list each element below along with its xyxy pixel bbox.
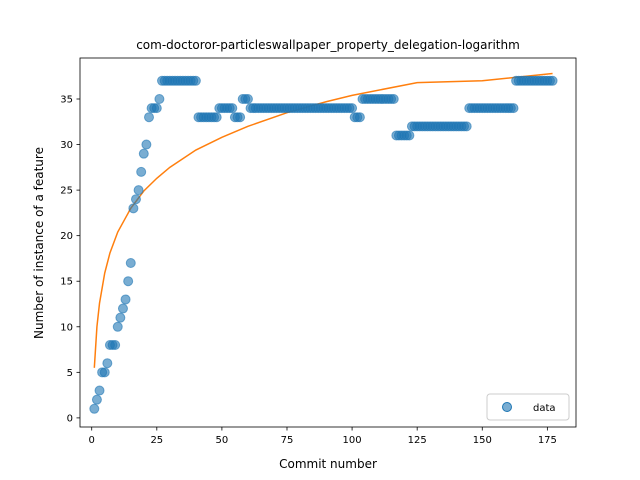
data-point [151, 103, 162, 114]
y-tick-label: 5 [67, 368, 73, 379]
data-point [154, 94, 165, 104]
data-point [112, 321, 123, 332]
data-point [110, 340, 121, 350]
x-tick-label: 0 [89, 435, 95, 446]
y-tick-label: 15 [60, 277, 73, 288]
data-point [347, 103, 358, 114]
x-tick-label: 75 [281, 435, 294, 446]
data-point [461, 121, 472, 132]
x-tick-label: 25 [150, 435, 163, 446]
data-point [133, 185, 144, 196]
y-tick-label: 20 [60, 231, 73, 242]
data-point [242, 94, 253, 104]
data-point [138, 148, 149, 159]
x-tick-label: 50 [216, 435, 229, 446]
data-point [117, 303, 128, 314]
x-axis-title: Commit number [279, 457, 377, 471]
legend-marker-data [502, 402, 512, 412]
fit-curve-line [93, 72, 553, 368]
legend-box [486, 393, 570, 421]
x-tick-label: 100 [343, 435, 362, 446]
legend: data [486, 393, 570, 421]
data-point [120, 294, 131, 305]
data-point [211, 112, 222, 123]
data-point [123, 276, 134, 287]
x-tick-label: 150 [473, 435, 492, 446]
data-points-layer [89, 75, 558, 414]
y-tick-label: 10 [60, 322, 73, 333]
data-point [99, 367, 110, 378]
data-point [141, 139, 152, 150]
data-point [388, 94, 399, 104]
chart-title: com-doctoror-particleswallpaper_property… [136, 38, 520, 52]
data-point [130, 194, 141, 205]
data-point [144, 112, 154, 123]
y-tick-label: 0 [67, 413, 73, 424]
data-point [91, 394, 102, 405]
legend-label-data: data [533, 403, 556, 414]
data-point [89, 403, 100, 414]
y-axis-title: Number of instance of a feature [32, 147, 46, 339]
fit-curve-layer [93, 72, 553, 368]
plot-frame [79, 57, 577, 428]
x-tick-label: 125 [408, 435, 427, 446]
y-tick-label: 25 [60, 186, 73, 197]
axes: 0 25 50 75 100 125 150 175 0 5 10 15 20 25 30 35 [60, 57, 577, 446]
data-point [404, 130, 415, 141]
data-point [136, 166, 147, 177]
data-point [125, 258, 136, 268]
x-tick-label: 175 [538, 435, 557, 446]
data-point [547, 75, 558, 86]
data-point [235, 112, 246, 123]
data-point [94, 385, 105, 396]
y-tick-label: 35 [60, 95, 73, 106]
y-tick-label: 30 [60, 140, 73, 151]
data-point [508, 103, 519, 114]
data-point [128, 203, 139, 214]
data-point [227, 103, 238, 114]
data-point [190, 75, 201, 86]
data-point [115, 312, 126, 323]
data-point [354, 112, 365, 123]
data-point [102, 358, 113, 369]
